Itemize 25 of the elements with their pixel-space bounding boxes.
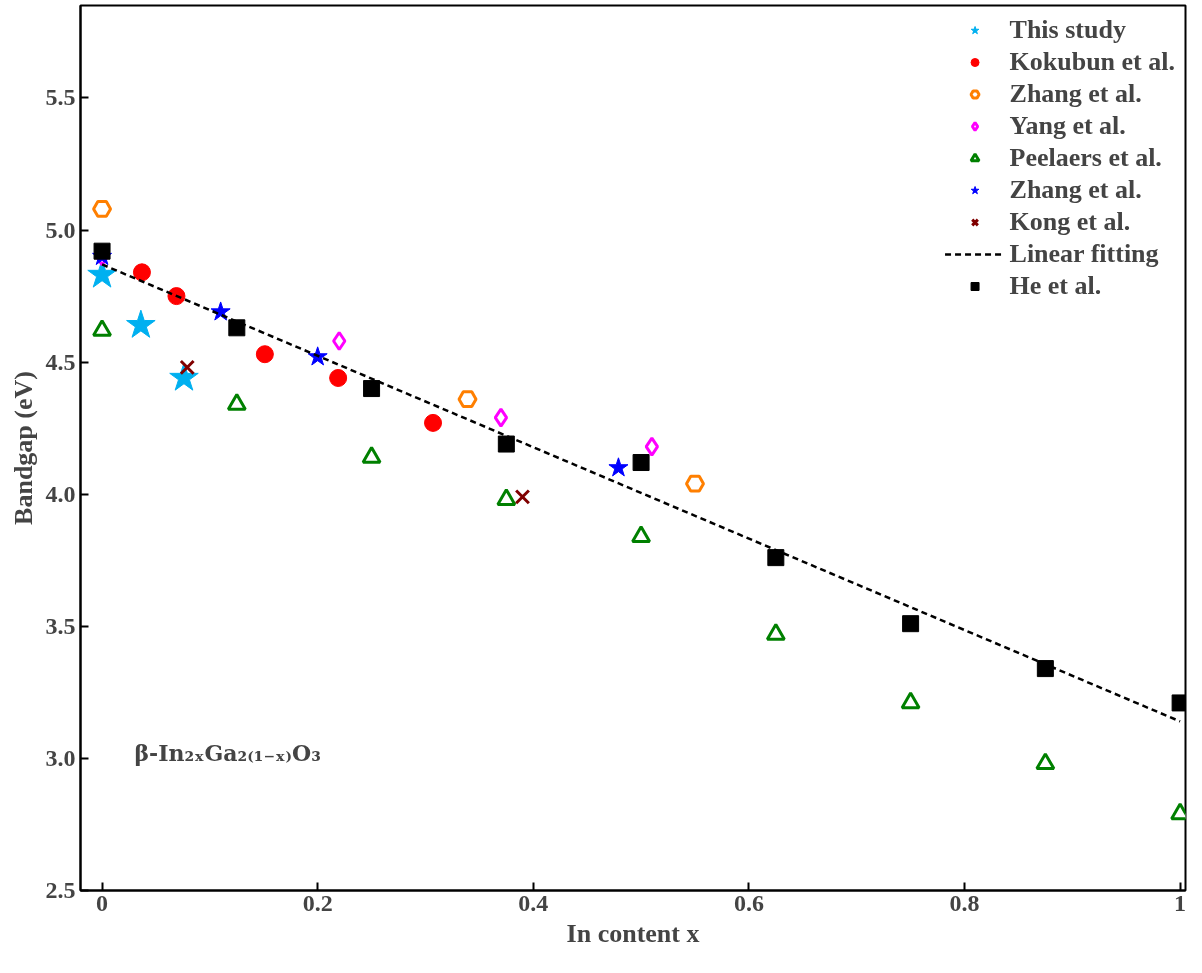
x-axis-title: In content x xyxy=(566,918,700,948)
legend-label: Peelaers et al. xyxy=(1009,143,1162,173)
y-tick-label: 5.0 xyxy=(45,216,76,243)
annotation: β-In₂ₓGa₂₍₁₋ₓ₎O₃ xyxy=(134,740,321,767)
y-tick-label: 4.0 xyxy=(45,480,76,507)
legend-label: Zhang et al. xyxy=(1009,175,1142,205)
y-tick-label: 3.5 xyxy=(45,612,76,639)
y-tick-label: 5.5 xyxy=(45,84,76,111)
x-tick-label: 0.8 xyxy=(949,889,980,916)
y-tick-label: 2.5 xyxy=(45,877,76,903)
x-tick-label: 1 xyxy=(1174,889,1187,916)
legend-label: He et al. xyxy=(1009,271,1102,301)
x-tick-label: 0.4 xyxy=(518,889,549,916)
y-tick-label: 3.0 xyxy=(45,744,76,771)
legend-label: Linear fitting xyxy=(1009,239,1159,269)
legend-label: Kong et al. xyxy=(1009,207,1131,237)
legend-label: Zhang et al. xyxy=(1009,79,1142,109)
x-tick-label: 0 xyxy=(96,889,109,916)
legend-label: Yang et al. xyxy=(1009,111,1126,141)
legend-label: This study xyxy=(1009,15,1126,45)
y-axis-title: Bandgap (eV) xyxy=(8,371,38,525)
y-tick-label: 4.5 xyxy=(45,348,76,375)
legend-label: Kokubun et al. xyxy=(1009,47,1175,77)
x-tick-label: 0.2 xyxy=(302,889,333,916)
x-tick-label: 0.6 xyxy=(733,889,764,916)
